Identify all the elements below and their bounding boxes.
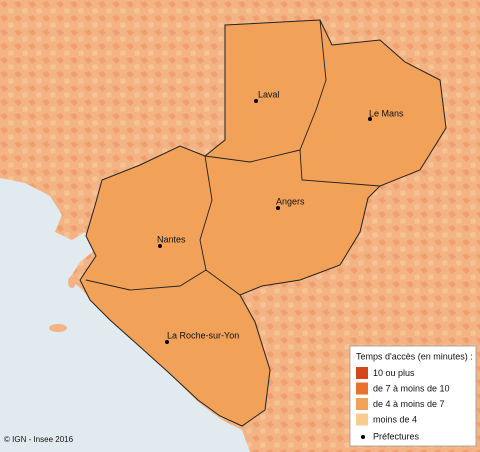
legend-swatch — [356, 398, 368, 410]
legend-swatch — [356, 367, 368, 379]
legend-prefecture-dot — [361, 435, 365, 439]
legend-title: Temps d'accès (en minutes) : — [356, 351, 473, 361]
prefectures: Laval Le Mans Angers Nantes La Roche-sur… — [157, 89, 404, 344]
prefecture-dot — [254, 99, 258, 103]
legend-box — [349, 345, 477, 447]
legend-swatch — [356, 413, 368, 426]
city-label: Angers — [276, 196, 305, 206]
city-label: Laval — [258, 89, 280, 99]
border — [299, 19, 327, 151]
prefecture-dot — [165, 340, 169, 344]
legend-label: moins de 4 — [373, 414, 417, 424]
border — [199, 155, 213, 271]
border — [299, 149, 381, 187]
prefecture-dot — [158, 244, 162, 248]
city-label: Le Mans — [369, 108, 404, 118]
credit: © IGN - Insee 2016 — [4, 435, 74, 444]
sea — [0, 178, 250, 452]
prefecture-dot — [276, 206, 280, 210]
island — [68, 276, 76, 288]
legend: Temps d'accès (en minutes) : Préfectures… — [349, 345, 477, 447]
border — [85, 269, 241, 296]
legend-swatch — [356, 382, 368, 395]
legend-label: de 4 à moins de 7 — [373, 399, 445, 409]
border — [204, 149, 301, 163]
legend-label: de 7 à moins de 10 — [373, 383, 450, 393]
city-label: La Roche-sur-Yon — [167, 330, 239, 340]
city-label: Nantes — [157, 234, 186, 244]
legend-label: 10 ou plus — [373, 368, 415, 378]
prefecture-dot — [368, 117, 372, 121]
department-borders — [85, 19, 381, 296]
island — [49, 324, 67, 332]
legend-prefectures: Préfectures — [373, 431, 420, 441]
